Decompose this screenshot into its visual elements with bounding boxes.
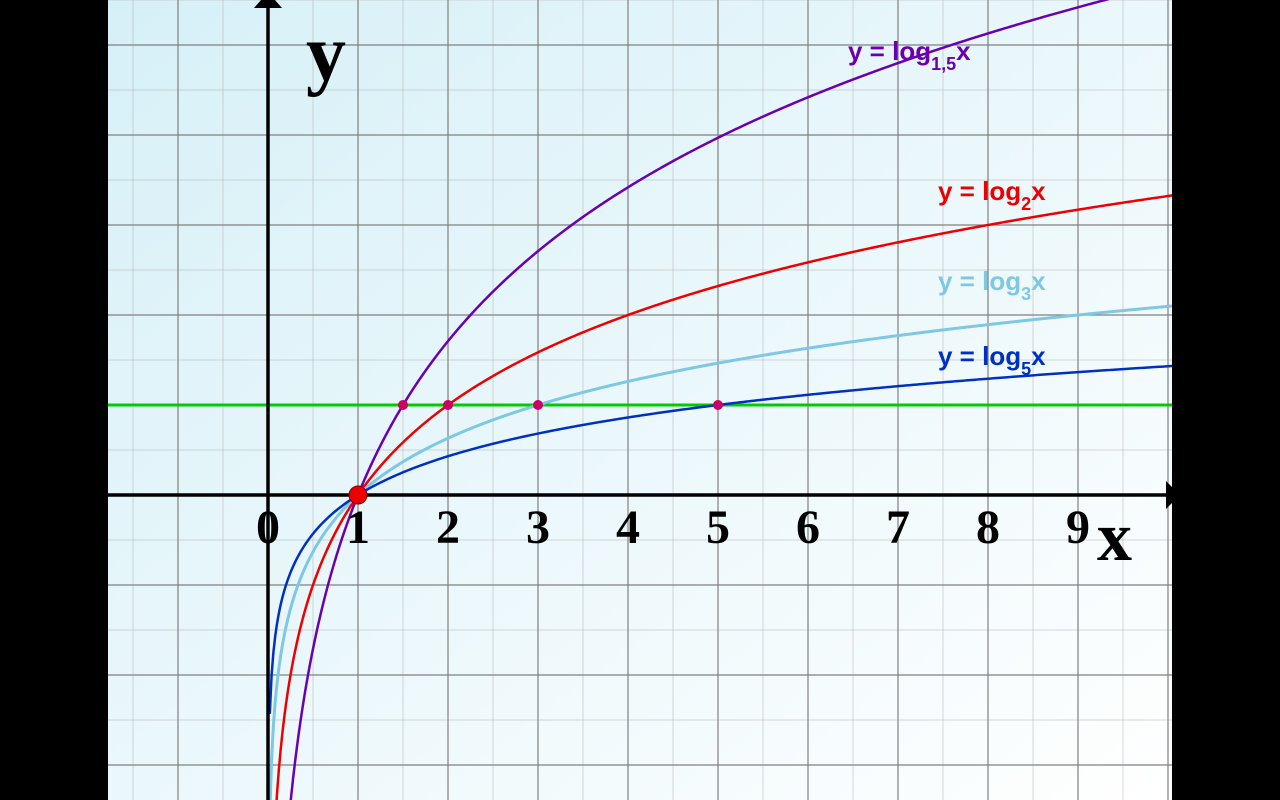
x-tick-9: 9	[1066, 501, 1090, 554]
x-tick-7: 7	[886, 501, 910, 554]
intersection-point-0	[398, 400, 408, 410]
intersection-point-2	[533, 400, 543, 410]
x-tick-1: 1	[346, 501, 370, 554]
x-axis-label: x	[1097, 499, 1132, 576]
y-axis-label: y	[306, 10, 346, 98]
intersection-point-3	[713, 400, 723, 410]
x-tick-2: 2	[436, 501, 460, 554]
common-point	[349, 486, 367, 504]
intersection-point-1	[443, 400, 453, 410]
x-tick-3: 3	[526, 501, 550, 554]
x-tick-6: 6	[796, 501, 820, 554]
log-chart: 0123456789yxy = log1,5xy = log2xy = log3…	[108, 0, 1172, 800]
x-tick-8: 8	[976, 501, 1000, 554]
x-tick-4: 4	[616, 501, 640, 554]
x-tick-0: 0	[256, 501, 280, 554]
x-tick-5: 5	[706, 501, 730, 554]
